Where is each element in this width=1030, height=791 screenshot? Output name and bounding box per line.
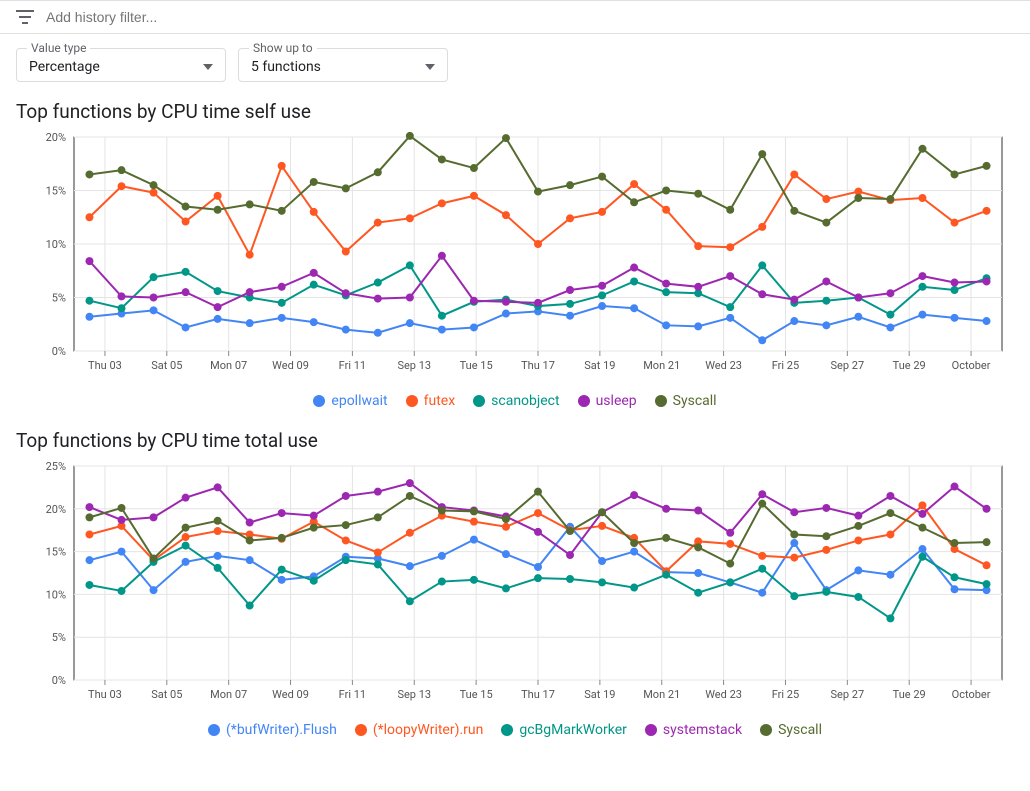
svg-text:Sep 27: Sep 27: [831, 688, 865, 701]
svg-text:Fri 11: Fri 11: [339, 359, 366, 372]
value-type-value: Percentage: [29, 59, 100, 75]
svg-text:Mon 07: Mon 07: [210, 359, 247, 372]
svg-text:20%: 20%: [46, 131, 66, 144]
legend-label: systemstack: [663, 722, 742, 738]
svg-text:Mon 21: Mon 21: [643, 688, 680, 701]
svg-text:Thu 17: Thu 17: [521, 688, 555, 701]
controls-row: Value type Percentage Show up to 5 funct…: [0, 34, 1030, 90]
filter-bar: [0, 0, 1030, 34]
svg-text:Mon 07: Mon 07: [210, 688, 247, 701]
svg-text:Wed 09: Wed 09: [272, 688, 309, 701]
svg-text:Sat 05: Sat 05: [151, 359, 182, 372]
legend-label: usleep: [596, 393, 637, 409]
legend-label: epollwait: [331, 393, 387, 409]
svg-text:5%: 5%: [52, 292, 66, 305]
legend-dot: [313, 395, 325, 407]
legend-item[interactable]: usleep: [578, 393, 637, 409]
legend-label: scanobject: [491, 393, 559, 409]
legend-item[interactable]: epollwait: [313, 393, 387, 409]
chevron-down-icon: [425, 64, 435, 70]
svg-text:Tue 15: Tue 15: [460, 688, 493, 701]
legend-label: gcBgMarkWorker: [519, 722, 627, 738]
legend-dot: [655, 395, 667, 407]
svg-text:10%: 10%: [46, 588, 66, 601]
history-filter-input[interactable]: [46, 9, 1014, 25]
svg-text:Thu 03: Thu 03: [88, 688, 122, 701]
svg-text:15%: 15%: [46, 185, 66, 198]
svg-text:October: October: [952, 359, 991, 372]
legend-item[interactable]: Syscall: [760, 722, 822, 738]
chevron-down-icon: [203, 64, 213, 70]
svg-text:25%: 25%: [46, 460, 66, 473]
svg-text:Thu 17: Thu 17: [521, 359, 555, 372]
svg-text:Tue 15: Tue 15: [460, 359, 493, 372]
svg-text:Wed 23: Wed 23: [705, 359, 742, 372]
legend-item[interactable]: (*loopyWriter).run: [355, 722, 484, 738]
chart-title-total: Top functions by CPU time total use: [0, 419, 1030, 458]
legend-item[interactable]: gcBgMarkWorker: [501, 722, 627, 738]
show-up-to-value: 5 functions: [251, 59, 321, 75]
chart-self: 0% 5% 10% 15% 20% Thu 03 Sat 05 Mon 07 Wed 09 Fri…: [0, 129, 1030, 387]
legend-dot: [473, 395, 485, 407]
legend-dot: [501, 724, 513, 736]
legend-dot: [760, 724, 772, 736]
svg-text:Sep 13: Sep 13: [397, 688, 431, 701]
svg-text:Sep 27: Sep 27: [831, 359, 865, 372]
chart-title-self: Top functions by CPU time self use: [0, 90, 1030, 129]
svg-text:Fri 11: Fri 11: [339, 688, 366, 701]
svg-text:October: October: [952, 688, 991, 701]
show-up-to-select[interactable]: Show up to 5 functions: [238, 48, 448, 82]
svg-text:Fri 25: Fri 25: [772, 688, 799, 701]
value-type-label: Value type: [27, 41, 90, 55]
svg-text:Tue 29: Tue 29: [893, 359, 926, 372]
chart-self-svg: 0% 5% 10% 15% 20% Thu 03 Sat 05 Mon 07 Wed 09 Fri…: [16, 129, 1014, 379]
legend-dot: [645, 724, 657, 736]
legend-item[interactable]: Syscall: [655, 393, 717, 409]
svg-text:Wed 23: Wed 23: [705, 688, 742, 701]
filter-icon: [16, 10, 34, 24]
legend-label: Syscall: [778, 722, 822, 738]
svg-text:5%: 5%: [52, 631, 66, 644]
svg-text:Fri 25: Fri 25: [772, 359, 799, 372]
legend-dot: [578, 395, 590, 407]
legend-total: (*bufWriter).Flush (*loopyWriter).run gcBg…: [0, 716, 1030, 748]
show-up-to-label: Show up to: [249, 41, 317, 55]
legend-self: epollwait futex scanobject usleep Syscall: [0, 387, 1030, 419]
svg-text:20%: 20%: [46, 503, 66, 516]
legend-label: (*bufWriter).Flush: [226, 722, 337, 738]
svg-text:Tue 29: Tue 29: [893, 688, 926, 701]
legend-item[interactable]: (*bufWriter).Flush: [208, 722, 337, 738]
svg-text:0%: 0%: [52, 345, 66, 358]
svg-text:15%: 15%: [46, 546, 66, 559]
legend-item[interactable]: scanobject: [473, 393, 559, 409]
svg-text:Mon 21: Mon 21: [643, 359, 680, 372]
chart-total-svg: 0% 5% 10% 15% 20% 25% Thu 03 Sat 05 Mon 07 Wed 09…: [16, 458, 1014, 708]
svg-text:Sep 13: Sep 13: [397, 359, 431, 372]
svg-text:Wed 09: Wed 09: [272, 359, 309, 372]
legend-label: futex: [424, 393, 456, 409]
legend-dot: [355, 724, 367, 736]
legend-dot: [208, 724, 220, 736]
svg-text:10%: 10%: [46, 238, 66, 251]
value-type-select[interactable]: Value type Percentage: [16, 48, 226, 82]
svg-text:0%: 0%: [52, 674, 66, 687]
svg-text:Sat 19: Sat 19: [584, 688, 615, 701]
legend-label: (*loopyWriter).run: [373, 722, 484, 738]
chart-total: 0% 5% 10% 15% 20% 25% Thu 03 Sat 05 Mon 07 Wed 09…: [0, 458, 1030, 716]
legend-dot: [406, 395, 418, 407]
legend-label: Syscall: [673, 393, 717, 409]
svg-text:Thu 03: Thu 03: [88, 359, 122, 372]
svg-text:Sat 19: Sat 19: [584, 359, 615, 372]
svg-text:Sat 05: Sat 05: [151, 688, 182, 701]
legend-item[interactable]: futex: [406, 393, 456, 409]
legend-item[interactable]: systemstack: [645, 722, 742, 738]
